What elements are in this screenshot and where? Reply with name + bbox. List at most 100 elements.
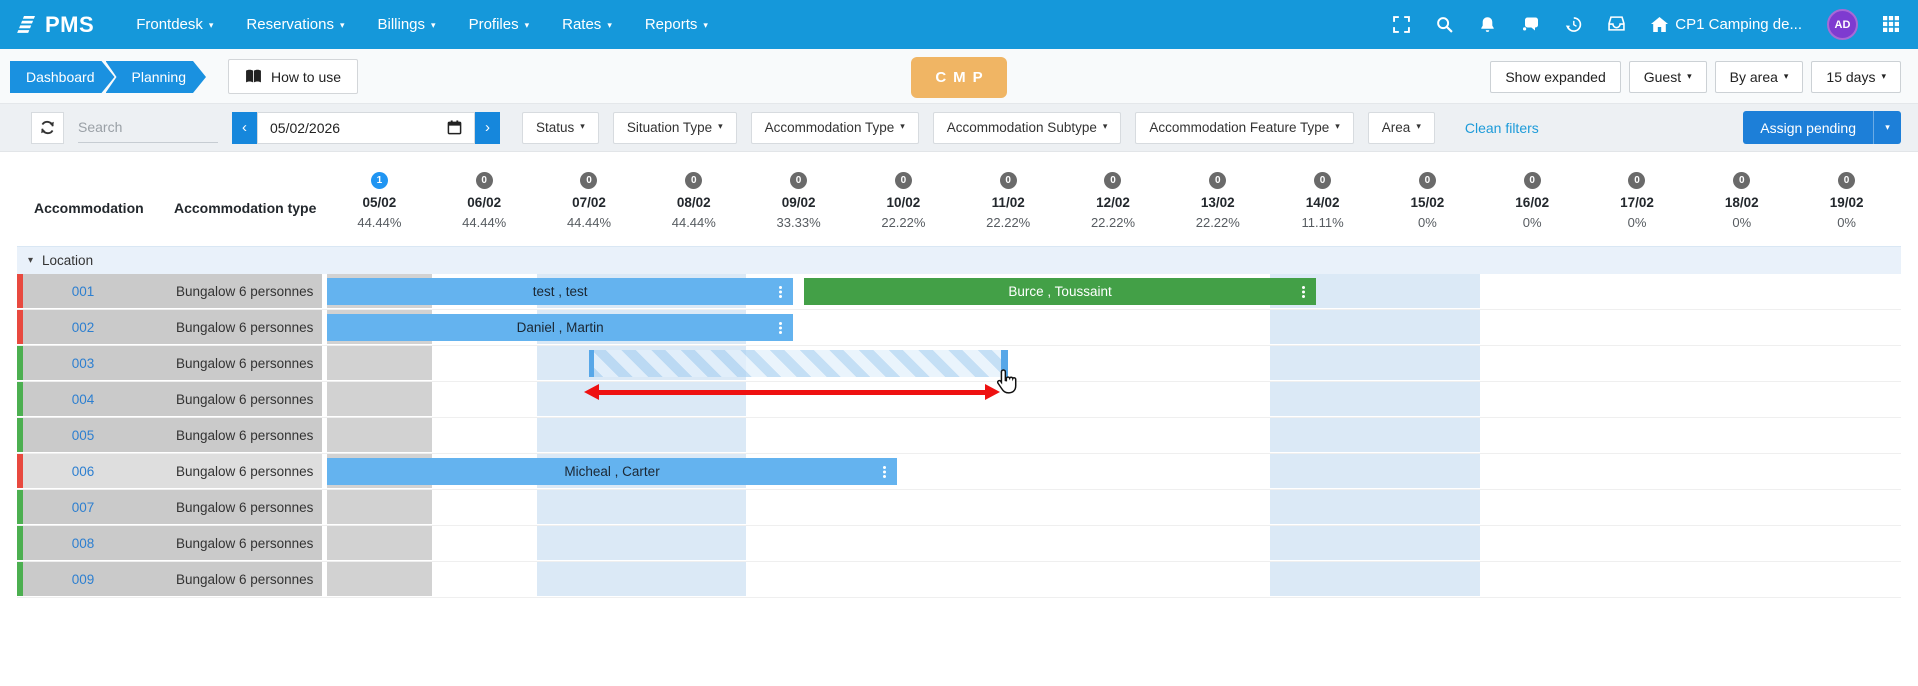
- date-column-18-02[interactable]: 0 18/02 0%: [1689, 172, 1794, 242]
- guest-dropdown-label: Guest: [1643, 69, 1682, 85]
- refresh-icon: [41, 120, 54, 135]
- accommodation-number-link[interactable]: 006: [71, 463, 95, 479]
- menu-rates[interactable]: Rates ▾: [562, 16, 612, 33]
- accommodation-number-link[interactable]: 009: [71, 571, 95, 587]
- filter-dropdown-situation-type[interactable]: Situation Type ▾: [612, 111, 737, 144]
- breadcrumb-dashboard[interactable]: Dashboard: [10, 61, 115, 93]
- date-column-06-02[interactable]: 0 06/02 44.44%: [432, 172, 537, 242]
- date-column-07-02[interactable]: 0 07/02 44.44%: [537, 172, 642, 242]
- weekend-column-overlay: [1270, 562, 1480, 596]
- group-row-location[interactable]: ▾ Location: [17, 246, 1901, 274]
- today-column-overlay: [327, 526, 432, 560]
- filter-dropdown-accommodation-type[interactable]: Accommodation Type ▾: [750, 111, 919, 144]
- count-badge: 0: [1209, 172, 1227, 189]
- date-column-12-02[interactable]: 0 12/02 22.22%: [1061, 172, 1166, 242]
- avatar[interactable]: AD: [1827, 9, 1858, 40]
- menu-reports[interactable]: Reports ▾: [645, 16, 708, 33]
- occupancy-label: 0%: [1627, 215, 1647, 230]
- menu-profiles[interactable]: Profiles ▾: [469, 16, 530, 33]
- kebab-menu-icon[interactable]: [1302, 286, 1306, 289]
- show-expanded-button[interactable]: Show expanded: [1490, 61, 1621, 93]
- kebab-menu-icon[interactable]: [883, 466, 887, 469]
- search-input[interactable]: [78, 119, 259, 135]
- date-label: 15/02: [1410, 195, 1445, 210]
- bell-icon[interactable]: [1479, 16, 1497, 34]
- calendar-icon[interactable]: [447, 120, 462, 135]
- guest-name: Micheal , Carter: [564, 464, 660, 479]
- row-label-area: 006 Bungalow 6 personnes: [23, 454, 322, 488]
- filter-dropdown-accommodation-subtype[interactable]: Accommodation Subtype ▾: [932, 111, 1122, 144]
- count-badge: 0: [1104, 172, 1122, 189]
- date-label: 18/02: [1724, 195, 1759, 210]
- search-icon[interactable]: [1436, 16, 1454, 34]
- days-dropdown[interactable]: 15 days ▾: [1811, 61, 1901, 93]
- guest-dropdown[interactable]: Guest ▾: [1628, 61, 1707, 93]
- reservation-bar[interactable]: test , test: [327, 278, 794, 305]
- kebab-menu-icon[interactable]: [779, 322, 783, 325]
- how-to-use-button[interactable]: How to use: [228, 59, 359, 94]
- collapse-caret-icon: ▾: [28, 255, 34, 266]
- selection-bar[interactable]: [589, 350, 1009, 377]
- chevron-down-icon: ▾: [718, 121, 723, 131]
- breadcrumb-planning[interactable]: Planning: [106, 61, 207, 93]
- date-column-13-02[interactable]: 0 13/02 22.22%: [1165, 172, 1270, 242]
- menu-label: Reports: [644, 16, 698, 33]
- filter-dropdown-area[interactable]: Area ▾: [1367, 111, 1435, 144]
- menu-reservations[interactable]: Reservations ▾: [246, 16, 344, 33]
- date-picker[interactable]: 05/02/2026: [257, 111, 475, 144]
- date-column-15-02[interactable]: 0 15/02 0%: [1375, 172, 1480, 242]
- accommodation-number-link[interactable]: 007: [71, 499, 95, 515]
- by-area-dropdown[interactable]: By area ▾: [1714, 61, 1804, 93]
- reservation-bar[interactable]: Burce , Toussaint: [803, 278, 1317, 305]
- chevron-down-icon: ▾: [580, 121, 585, 131]
- accommodation-number-link[interactable]: 002: [71, 319, 95, 335]
- chevron-down-icon: ▾: [524, 20, 530, 30]
- date-column-08-02[interactable]: 0 08/02 44.44%: [641, 172, 746, 242]
- reservation-bar[interactable]: Micheal , Carter: [327, 458, 898, 485]
- date-column-09-02[interactable]: 0 09/02 33.33%: [746, 172, 851, 242]
- date-column-19-02[interactable]: 0 19/02 0%: [1794, 172, 1899, 242]
- fullscreen-icon[interactable]: [1393, 15, 1411, 34]
- assign-pending-button[interactable]: Assign pending ▾: [1743, 111, 1901, 144]
- weekend-column-overlay: [1270, 310, 1480, 344]
- previous-day-button[interactable]: ‹: [232, 111, 257, 144]
- clean-filters-link[interactable]: Clean filters: [1464, 119, 1539, 136]
- date-label: 08/02: [676, 195, 711, 210]
- accommodation-number-link[interactable]: 001: [71, 283, 95, 299]
- table-row: 005 Bungalow 6 personnes: [17, 418, 1901, 454]
- date-column-11-02[interactable]: 0 11/02 22.22%: [956, 172, 1061, 242]
- count-badge: 0: [1838, 172, 1856, 189]
- occupancy-label: 22.22%: [1195, 215, 1240, 230]
- weekend-column-overlay: [1270, 382, 1480, 416]
- accommodation-number-link[interactable]: 005: [71, 427, 95, 443]
- kebab-menu-icon[interactable]: [779, 286, 783, 289]
- property-selector[interactable]: CP1 Camping de...: [1651, 16, 1802, 33]
- date-column-10-02[interactable]: 0 10/02 22.22%: [851, 172, 956, 242]
- date-column-16-02[interactable]: 0 16/02 0%: [1480, 172, 1585, 242]
- filter-dropdown-status[interactable]: Status ▾: [522, 111, 599, 144]
- next-day-button[interactable]: ›: [475, 111, 500, 144]
- date-column-17-02[interactable]: 0 17/02 0%: [1585, 172, 1690, 242]
- chevron-down-icon[interactable]: ▾: [1873, 111, 1901, 144]
- date-column-14-02[interactable]: 0 14/02 11.11%: [1270, 172, 1375, 242]
- table-row: 007 Bungalow 6 personnes: [17, 490, 1901, 526]
- count-badge: 0: [1733, 172, 1751, 189]
- weekend-column-overlay: [1270, 346, 1480, 380]
- menu-billings[interactable]: Billings ▾: [378, 16, 436, 33]
- weekend-column-overlay: [1270, 454, 1480, 488]
- date-label: 16/02: [1515, 195, 1550, 210]
- apps-grid-icon[interactable]: [1883, 15, 1901, 34]
- accommodation-number-link[interactable]: 003: [71, 355, 95, 371]
- weekend-column-overlay: [1270, 418, 1480, 452]
- chat-icon[interactable]: [1522, 16, 1540, 34]
- app-logo[interactable]: PMS: [17, 12, 94, 38]
- history-icon[interactable]: [1565, 16, 1583, 34]
- date-column-05-02[interactable]: 1 05/02 44.44%: [327, 172, 432, 242]
- inbox-icon[interactable]: [1608, 15, 1626, 34]
- refresh-button[interactable]: [31, 111, 64, 144]
- filter-dropdown-accommodation-feature-type[interactable]: Accommodation Feature Type ▾: [1135, 111, 1354, 144]
- reservation-bar[interactable]: Daniel , Martin: [327, 314, 794, 341]
- accommodation-number-link[interactable]: 008: [71, 535, 95, 551]
- menu-frontdesk[interactable]: Frontdesk ▾: [136, 16, 213, 33]
- accommodation-number-link[interactable]: 004: [71, 391, 95, 407]
